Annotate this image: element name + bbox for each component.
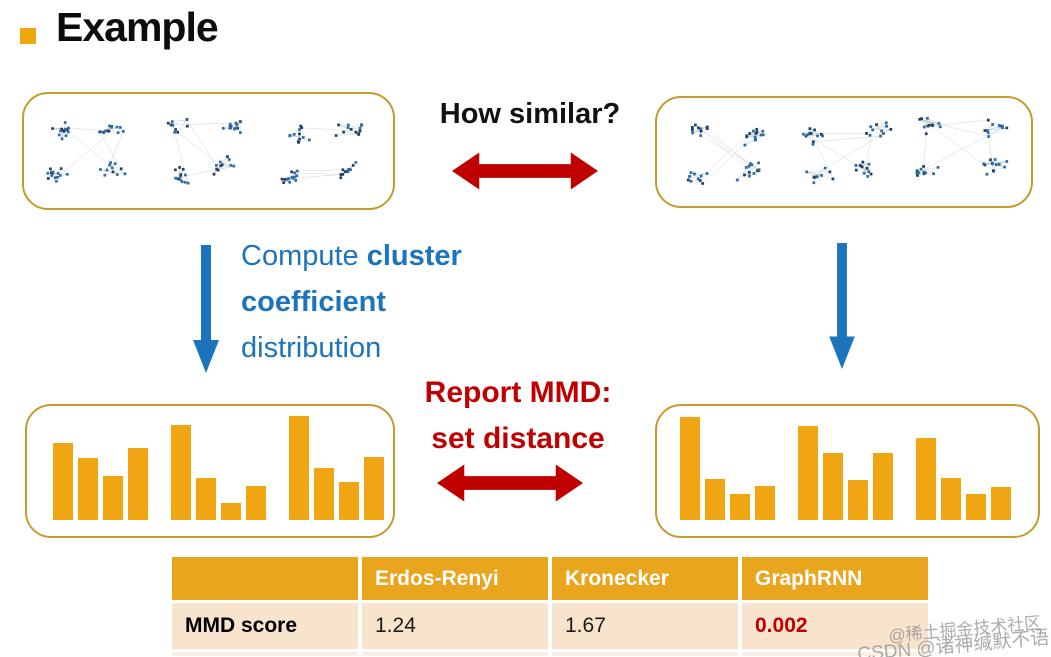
bar xyxy=(53,443,73,520)
red-double-arrow-icon xyxy=(452,152,598,190)
graph-thumbnail xyxy=(686,123,765,185)
bar xyxy=(873,453,893,520)
graph-thumbnail xyxy=(280,123,364,184)
table-cutoff-cell xyxy=(742,652,928,656)
how-similar-label: How similar? xyxy=(439,98,621,130)
compute-description: Compute cluster coefficient distribution xyxy=(241,233,462,371)
table-cutoff-row xyxy=(172,652,930,656)
input-graphs-panel xyxy=(22,92,395,210)
bar xyxy=(246,486,266,520)
histograms-left-panel xyxy=(25,404,395,538)
bar xyxy=(339,482,359,520)
bar xyxy=(916,438,936,520)
bar-group xyxy=(798,426,893,520)
bar xyxy=(755,486,775,520)
bar xyxy=(941,478,961,520)
graph-thumbnail xyxy=(915,116,1009,177)
bar xyxy=(196,478,216,520)
bar xyxy=(823,453,843,520)
table-header-blank xyxy=(172,557,358,600)
bar xyxy=(364,457,384,520)
table-cutoff-cell xyxy=(172,652,358,656)
table-row: MMD score 1.24 1.67 0.002 xyxy=(172,603,930,649)
table-cell-row-label: MMD score xyxy=(172,603,358,649)
bar xyxy=(848,480,868,520)
table-cutoff-cell xyxy=(362,652,548,656)
bar xyxy=(991,487,1011,520)
bar xyxy=(680,417,700,520)
mmd-score-table: Erdos-Renyi Kronecker GraphRNN MMD score… xyxy=(172,557,930,657)
report-mmd-label: Report MMD: set distance xyxy=(396,370,640,462)
blue-down-arrow-icon xyxy=(193,245,219,373)
generated-graphs-panel xyxy=(655,96,1033,208)
table-header-graphrnn: GraphRNN xyxy=(742,557,928,600)
bar xyxy=(730,494,750,520)
bar xyxy=(966,494,986,520)
bar xyxy=(314,468,334,520)
table-cell-graphrnn: 0.002 xyxy=(742,603,928,649)
histograms-right-panel xyxy=(655,404,1040,538)
bar xyxy=(289,416,309,520)
title-bullet-icon xyxy=(20,28,36,44)
compute-prefix: Compute xyxy=(241,240,367,272)
bar-chart-left xyxy=(27,406,393,536)
graph-thumbnail xyxy=(802,121,893,185)
table-cutoff-cell xyxy=(552,652,738,656)
page-title: Example xyxy=(56,4,219,50)
bar xyxy=(78,458,98,520)
table-cell-erdos-renyi: 1.24 xyxy=(362,603,548,649)
bar-chart-right xyxy=(657,406,1038,536)
compute-bold-cluster: cluster xyxy=(366,240,462,272)
graph-thumbnail xyxy=(46,121,127,183)
bar-group xyxy=(680,417,775,520)
bar xyxy=(103,476,123,520)
bar xyxy=(221,503,241,520)
table-header-kronecker: Kronecker xyxy=(552,557,738,600)
bar xyxy=(128,448,148,520)
graph-thumbnail xyxy=(167,117,243,185)
bar-group xyxy=(289,416,384,520)
report-line2: set distance xyxy=(431,422,605,455)
report-line1: Report MMD: xyxy=(424,376,612,409)
bar xyxy=(705,479,725,520)
bar-group xyxy=(916,438,1011,520)
compute-suffix: distribution xyxy=(241,332,382,364)
bar xyxy=(798,426,818,520)
red-double-arrow-icon xyxy=(437,464,583,502)
compute-bold-coefficient: coefficient xyxy=(241,286,387,318)
table-cell-kronecker: 1.67 xyxy=(552,603,738,649)
bar-group xyxy=(171,425,266,520)
generated-graphs-row xyxy=(657,98,1031,206)
table-header-row: Erdos-Renyi Kronecker GraphRNN xyxy=(172,557,930,600)
blue-down-arrow-icon xyxy=(829,243,855,369)
bar-group xyxy=(53,443,148,520)
bar xyxy=(171,425,191,520)
input-graphs-row xyxy=(24,94,393,208)
table-header-erdos-renyi: Erdos-Renyi xyxy=(362,557,548,600)
